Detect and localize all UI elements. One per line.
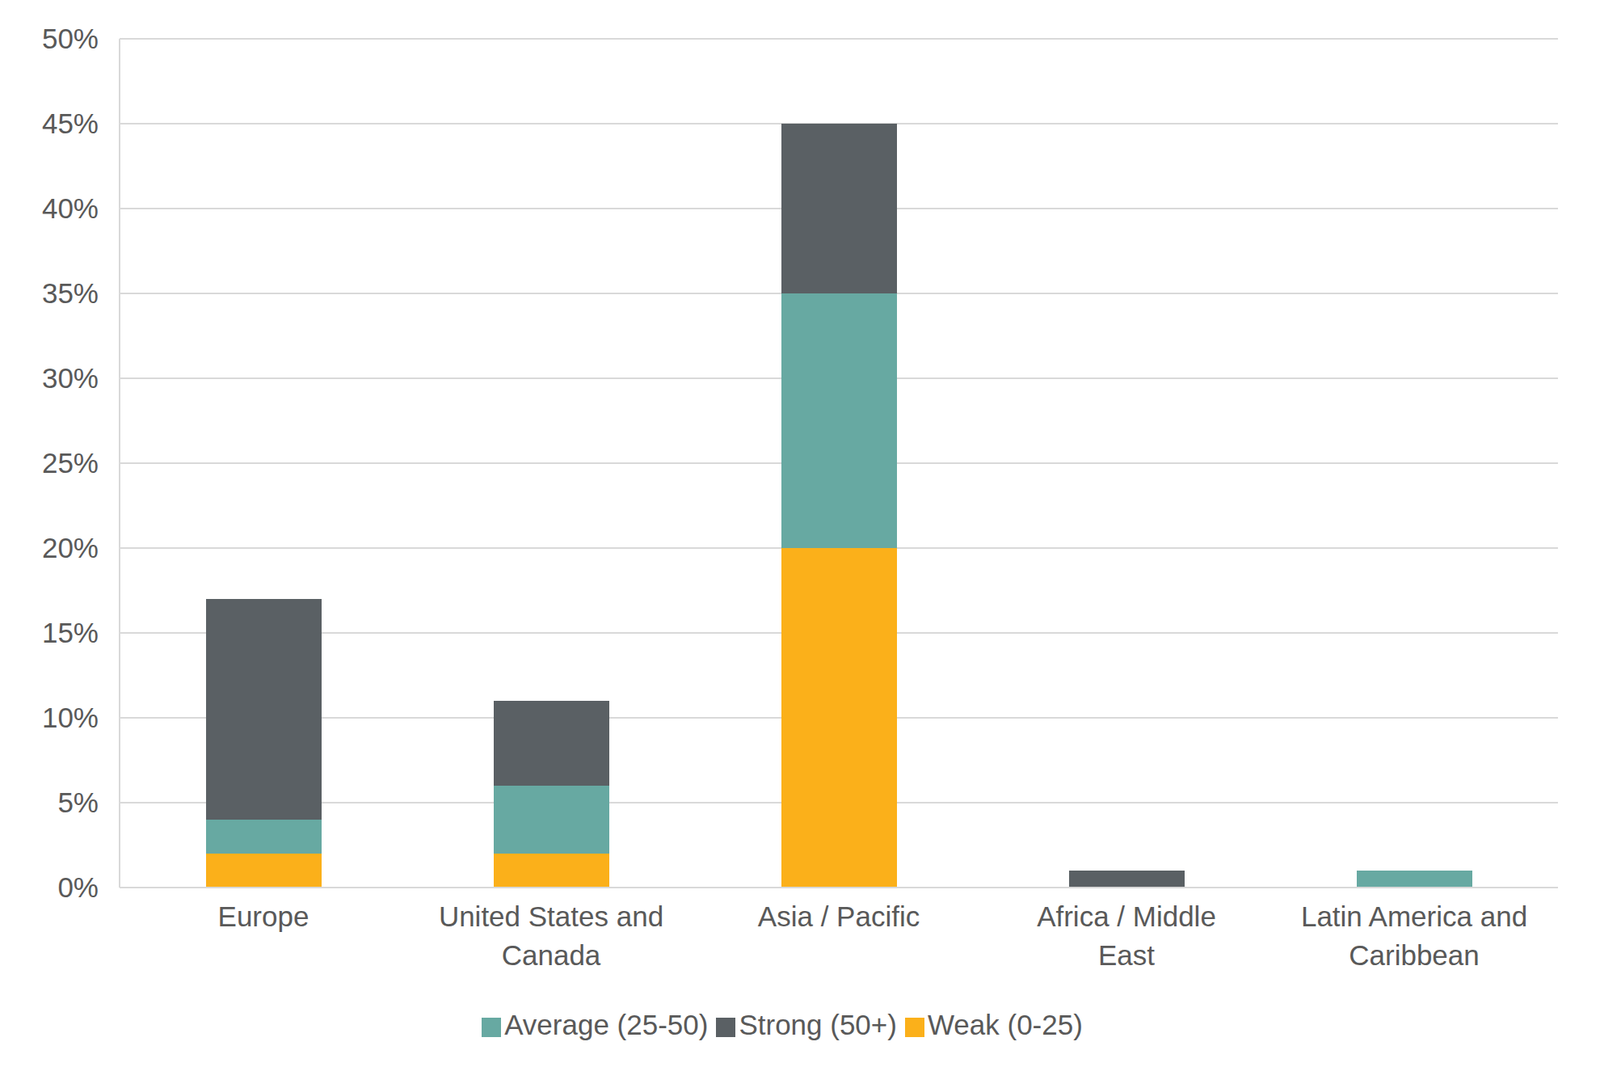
svg-text:United States andCanada: United States andCanada — [438, 900, 664, 971]
html-text:Weak (0-25): Weak (0-25) — [927, 1008, 1083, 1040]
svg-text:20%: 20% — [42, 531, 99, 564]
html-text:Strong (50+): Strong (50+) — [738, 1008, 897, 1040]
svg-text:25%: 25% — [42, 446, 99, 479]
svg-text:Africa / MiddleEast: Africa / MiddleEast — [1036, 900, 1217, 971]
svg-text:40%: 40% — [42, 192, 99, 224]
svg-text:45%: 45% — [42, 107, 99, 139]
svg-text:Europe: Europe — [218, 900, 310, 932]
svg-text:10%: 10% — [42, 701, 99, 733]
svg-text:30%: 30% — [42, 362, 99, 394]
svg-text:0%: 0% — [57, 871, 99, 903]
svg-text:50%: 50% — [42, 22, 99, 55]
svg-text:Latin America andCaribbean: Latin America andCaribbean — [1301, 900, 1528, 971]
svg-text:5%: 5% — [57, 786, 99, 818]
html-text:Average (25-50): Average (25-50) — [504, 1008, 709, 1040]
svg-text:35%: 35% — [42, 277, 99, 309]
svg-text:Asia / Pacific: Asia / Pacific — [757, 900, 920, 932]
svg-text:15%: 15% — [42, 616, 99, 649]
